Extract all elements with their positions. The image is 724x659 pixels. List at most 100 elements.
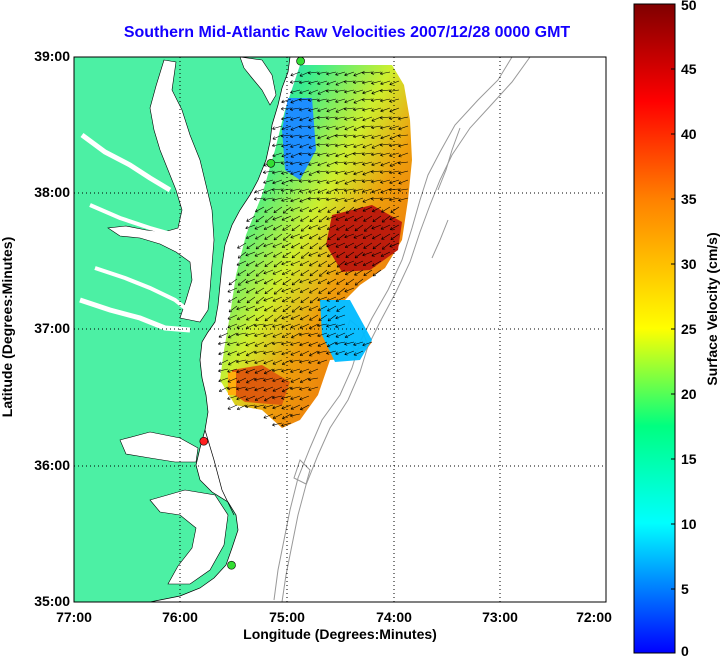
velocity-arrow — [344, 98, 355, 104]
albemarle-sound — [119, 431, 199, 463]
velocity-arrow — [273, 305, 283, 312]
velocity-arrow — [246, 377, 256, 384]
velocity-arrow — [273, 224, 283, 231]
velocity-arrow — [273, 206, 283, 213]
velocity-arrow — [272, 134, 283, 140]
velocity-arrow — [334, 188, 346, 192]
velocity-arrow — [381, 242, 391, 250]
velocity-arrow — [335, 71, 346, 76]
velocity-arrow — [281, 359, 292, 366]
velocity-arrow — [397, 161, 409, 165]
velocity-arrow — [255, 206, 265, 213]
velocity-arrow — [299, 278, 310, 284]
velocity-arrow — [299, 134, 310, 139]
velocity-arrow — [290, 287, 301, 293]
velocity-arrow — [299, 71, 310, 77]
velocity-arrow — [255, 287, 265, 294]
velocity-arrow — [237, 296, 247, 303]
colorbar-tick-label: 50 — [681, 0, 697, 13]
velocity-arrow — [254, 404, 265, 409]
velocity-arrow — [290, 404, 301, 410]
velocity-arrow — [343, 161, 355, 165]
velocity-arrow — [290, 260, 301, 266]
lon-tick-1: 77:00 — [56, 609, 92, 625]
velocity-arrow — [291, 224, 301, 231]
velocity-arrow — [218, 359, 229, 365]
velocity-arrow — [290, 71, 301, 77]
velocity-arrow — [335, 179, 346, 185]
velocity-arrow — [299, 395, 310, 401]
velocity-arrow — [344, 242, 355, 249]
velocity-arrow — [326, 350, 337, 355]
velocity-arrow — [291, 251, 301, 259]
velocity-arrow — [362, 116, 373, 122]
velocity-arrow — [380, 125, 391, 130]
velocity-arrow — [254, 395, 265, 401]
velocity-arrow — [308, 152, 319, 157]
velocity-arrow — [272, 242, 283, 248]
velocity-arrow — [390, 233, 400, 240]
velocity-arrow — [282, 413, 292, 420]
velocity-arrow — [345, 224, 355, 231]
velocity-arrow — [325, 143, 337, 147]
velocity-arrow — [271, 170, 283, 175]
velocity-arrow — [317, 107, 328, 113]
velocity-arrow — [272, 359, 283, 365]
velocity-arrow — [326, 107, 337, 113]
velocity-arrow — [308, 368, 319, 374]
velocity-arrow — [236, 368, 247, 374]
velocity-arrow — [363, 215, 373, 222]
velocity-arrow — [389, 134, 400, 140]
velocity-arrow — [299, 386, 310, 391]
velocity-arrow — [389, 125, 400, 130]
velocity-arrow — [389, 224, 400, 231]
velocity-arrow — [237, 278, 247, 286]
velocity-arrow — [318, 215, 328, 223]
velocity-arrow — [389, 80, 400, 86]
velocity-arrow — [255, 314, 265, 321]
velocity-arrow — [335, 89, 346, 94]
lat-tick-1: 39:00 — [34, 48, 70, 64]
velocity-arrow — [325, 197, 337, 202]
delaware-bay — [239, 57, 277, 106]
velocity-arrow — [263, 197, 274, 202]
velocity-arrow — [255, 269, 265, 277]
velocity-arrow — [263, 323, 274, 328]
velocity-arrow — [388, 89, 400, 93]
velocity-arrow — [362, 251, 373, 257]
velocity-arrow — [280, 188, 292, 192]
velocity-arrow — [361, 179, 373, 183]
velocity-arrow — [344, 287, 355, 293]
velocity-arrow — [264, 233, 274, 240]
velocity-arrow — [281, 323, 292, 329]
velocity-arrow — [299, 161, 310, 166]
velocity-arrow — [362, 206, 373, 212]
velocity-arrow — [308, 359, 319, 364]
velocity-arrow — [335, 125, 346, 131]
velocity-arrow — [380, 152, 391, 157]
velocity-arrow — [344, 152, 355, 158]
velocity-arrow — [308, 80, 319, 85]
velocity-arrow — [336, 251, 346, 258]
velocity-arrow — [290, 368, 301, 373]
velocity-arrow — [281, 395, 292, 400]
velocity-arrow — [308, 161, 319, 166]
velocity-arrow — [326, 341, 337, 348]
velocity-arrow — [227, 395, 238, 400]
velocity-arrow — [281, 98, 292, 104]
velocity-arrow — [309, 314, 319, 321]
velocity-arrow — [281, 197, 292, 202]
velocity-arrow — [227, 323, 238, 329]
velocity-arrow — [398, 143, 409, 148]
velocity-arrow — [316, 323, 328, 328]
velocity-arrow — [317, 305, 328, 312]
velocity-arrow — [326, 179, 337, 184]
velocity-arrow — [245, 332, 256, 337]
velocity-arrow — [281, 269, 292, 276]
velocity-arrow — [236, 350, 247, 356]
velocity-arrow — [273, 251, 283, 258]
velocity-arrow — [291, 332, 301, 339]
velocity-arrow — [299, 314, 310, 321]
velocity-arrow — [307, 98, 319, 102]
velocity-arrow — [218, 377, 229, 383]
